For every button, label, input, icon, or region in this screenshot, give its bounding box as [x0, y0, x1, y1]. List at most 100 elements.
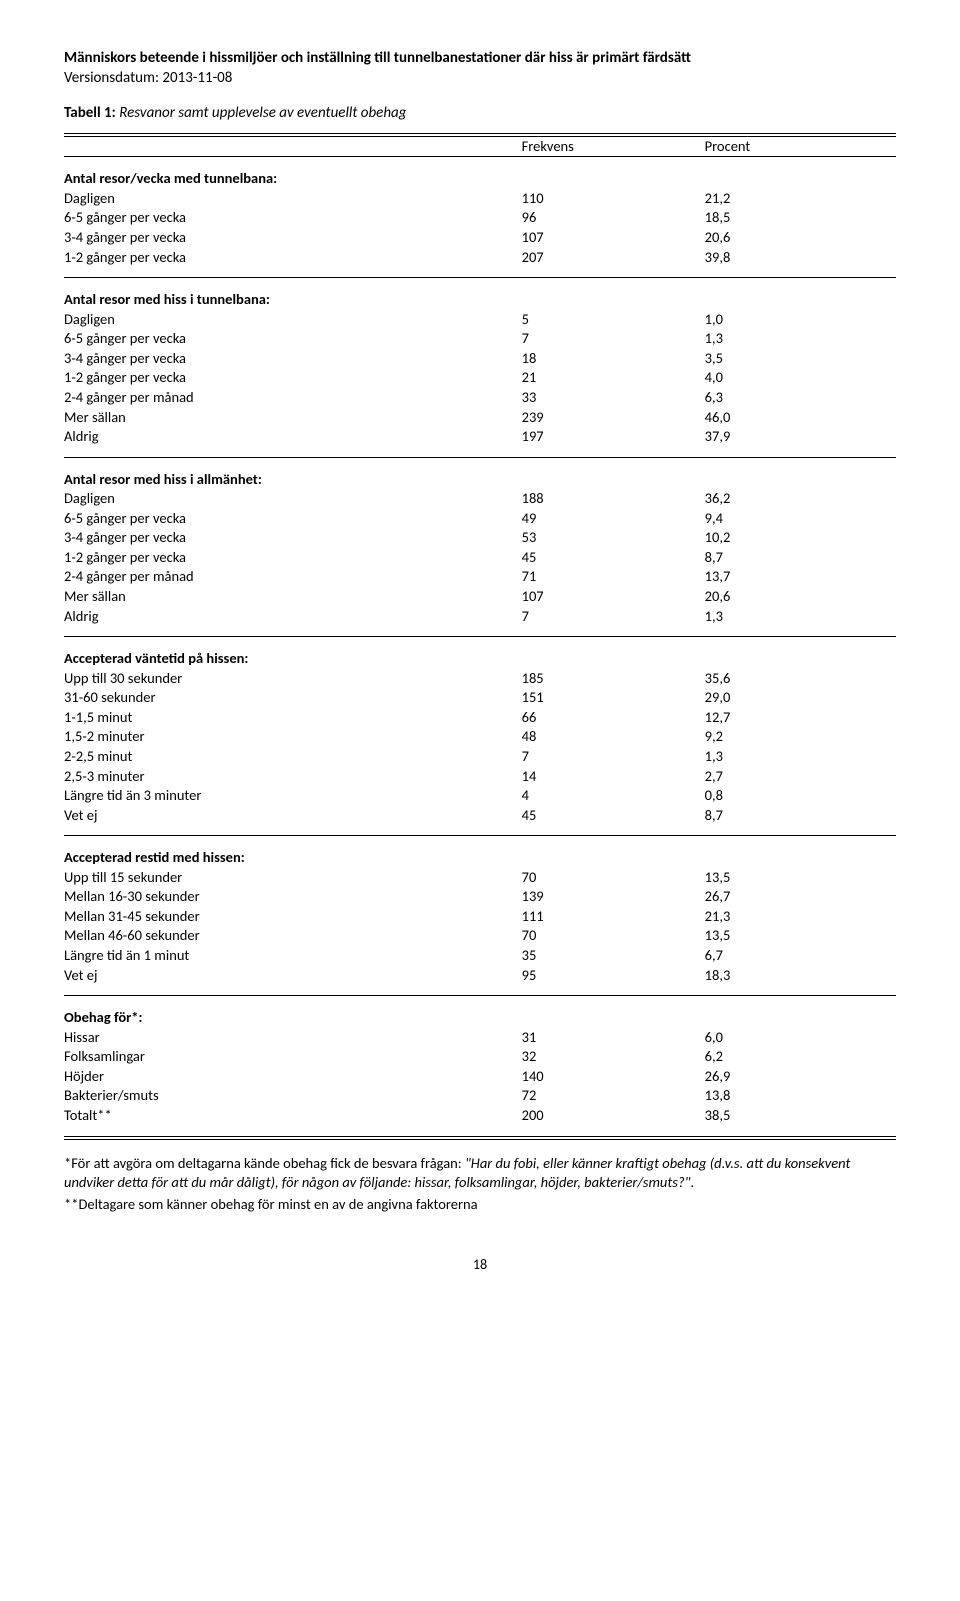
row-freq: 95 [522, 966, 705, 986]
row-freq: 96 [522, 208, 705, 228]
section: Obehag för*:Hissar316,0Folksamlingar326,… [64, 1008, 896, 1125]
row-label: Folksamlingar [64, 1047, 522, 1067]
doc-title: Människors beteende i hissmiljöer och in… [64, 48, 896, 68]
row-label: 6-5 gånger per vecka [64, 329, 522, 349]
row-freq: 71 [522, 567, 705, 587]
table-row: 1-2 gånger per vecka20739,8 [64, 248, 896, 268]
table-row: Höjder14026,9 [64, 1067, 896, 1087]
row-pct: 6,2 [705, 1047, 896, 1067]
row-label: Vet ej [64, 966, 522, 986]
row-label: 2-2,5 minut [64, 747, 522, 767]
page-number: 18 [64, 1256, 896, 1275]
row-freq: 4 [522, 786, 705, 806]
row-freq: 31 [522, 1028, 705, 1048]
row-freq: 139 [522, 887, 705, 907]
row-label: Dagligen [64, 489, 522, 509]
row-pct: 36,2 [705, 489, 896, 509]
row-pct: 20,6 [705, 228, 896, 248]
row-freq: 70 [522, 926, 705, 946]
row-label: 6-5 gånger per vecka [64, 208, 522, 228]
row-pct: 3,5 [705, 349, 896, 369]
colhead-empty [64, 137, 522, 157]
row-freq: 35 [522, 946, 705, 966]
row-freq: 110 [522, 189, 705, 209]
row-label: 3-4 gånger per vecka [64, 528, 522, 548]
row-pct: 12,7 [705, 708, 896, 728]
row-label: Dagligen [64, 310, 522, 330]
row-label: 1-2 gånger per vecka [64, 548, 522, 568]
table-row: 3-4 gånger per vecka5310,2 [64, 528, 896, 548]
table-row: Folksamlingar326,2 [64, 1047, 896, 1067]
table-row: 6-5 gånger per vecka499,4 [64, 509, 896, 529]
table-row: Vet ej458,7 [64, 806, 896, 826]
row-pct: 13,5 [705, 926, 896, 946]
rule-top-1 [64, 133, 896, 134]
row-pct: 10,2 [705, 528, 896, 548]
section-table: Obehag för*:Hissar316,0Folksamlingar326,… [64, 1008, 896, 1125]
table-row: Bakterier/smuts7213,8 [64, 1086, 896, 1106]
row-pct: 9,4 [705, 509, 896, 529]
section-table: Antal resor/vecka med tunnelbana:Daglige… [64, 169, 896, 267]
row-label: Mellan 31-45 sekunder [64, 907, 522, 927]
row-freq: 53 [522, 528, 705, 548]
row-label: 3-4 gånger per vecka [64, 349, 522, 369]
table-row: Aldrig19737,9 [64, 427, 896, 447]
row-freq: 70 [522, 868, 705, 888]
row-pct: 26,9 [705, 1067, 896, 1087]
row-label: Längre tid än 3 minuter [64, 786, 522, 806]
table-row: Mellan 16-30 sekunder13926,7 [64, 887, 896, 907]
row-freq: 197 [522, 427, 705, 447]
table-row: Totalt**20038,5 [64, 1106, 896, 1126]
table-caption-text: Resvanor samt upplevelse av eventuellt o… [116, 104, 407, 122]
section-table: Accepterad restid med hissen:Upp till 15… [64, 848, 896, 985]
row-pct: 21,3 [705, 907, 896, 927]
rule-bottom-1 [64, 1136, 896, 1137]
row-label: Längre tid än 1 minut [64, 946, 522, 966]
row-pct: 18,5 [705, 208, 896, 228]
row-pct: 13,8 [705, 1086, 896, 1106]
table-row: Längre tid än 1 minut356,7 [64, 946, 896, 966]
row-label: 6-5 gånger per vecka [64, 509, 522, 529]
table-row: Aldrig71,3 [64, 607, 896, 627]
row-freq: 207 [522, 248, 705, 268]
section-header: Antal resor/vecka med tunnelbana: [64, 169, 896, 189]
footnote-1-suffix: . [690, 1173, 694, 1191]
table-row: 1-1,5 minut6612,7 [64, 708, 896, 728]
row-freq: 107 [522, 228, 705, 248]
row-freq: 21 [522, 368, 705, 388]
row-freq: 45 [522, 548, 705, 568]
table-row: 31-60 sekunder15129,0 [64, 688, 896, 708]
row-pct: 13,5 [705, 868, 896, 888]
table-row: 6-5 gånger per vecka71,3 [64, 329, 896, 349]
table-row: Upp till 30 sekunder18535,6 [64, 669, 896, 689]
row-freq: 239 [522, 408, 705, 428]
row-pct: 21,2 [705, 189, 896, 209]
row-label: Aldrig [64, 427, 522, 447]
row-label: Mer sällan [64, 408, 522, 428]
footnote-2: **Deltagare som känner obehag för minst … [64, 1195, 896, 1215]
row-pct: 35,6 [705, 669, 896, 689]
table-row: 2-4 gånger per månad7113,7 [64, 567, 896, 587]
row-pct: 1,3 [705, 607, 896, 627]
table-row: 1-2 gånger per vecka214,0 [64, 368, 896, 388]
row-label: 2,5-3 minuter [64, 767, 522, 787]
row-label: 2-4 gånger per månad [64, 388, 522, 408]
row-label: 1,5-2 minuter [64, 727, 522, 747]
section-header: Obehag för*: [64, 1008, 896, 1028]
table-row: Dagligen18836,2 [64, 489, 896, 509]
row-freq: 72 [522, 1086, 705, 1106]
row-pct: 38,5 [705, 1106, 896, 1126]
row-freq: 151 [522, 688, 705, 708]
table-row: Dagligen51,0 [64, 310, 896, 330]
table-row: 6-5 gånger per vecka9618,5 [64, 208, 896, 228]
row-label: Aldrig [64, 607, 522, 627]
row-label: Vet ej [64, 806, 522, 826]
section-divider [64, 835, 896, 836]
row-pct: 46,0 [705, 408, 896, 428]
row-label: Upp till 30 sekunder [64, 669, 522, 689]
section-table: Antal resor med hiss i allmänhet:Daglige… [64, 470, 896, 627]
table-row: 1,5-2 minuter489,2 [64, 727, 896, 747]
row-pct: 1,3 [705, 747, 896, 767]
colhead-pct: Procent [705, 137, 896, 157]
row-pct: 20,6 [705, 587, 896, 607]
